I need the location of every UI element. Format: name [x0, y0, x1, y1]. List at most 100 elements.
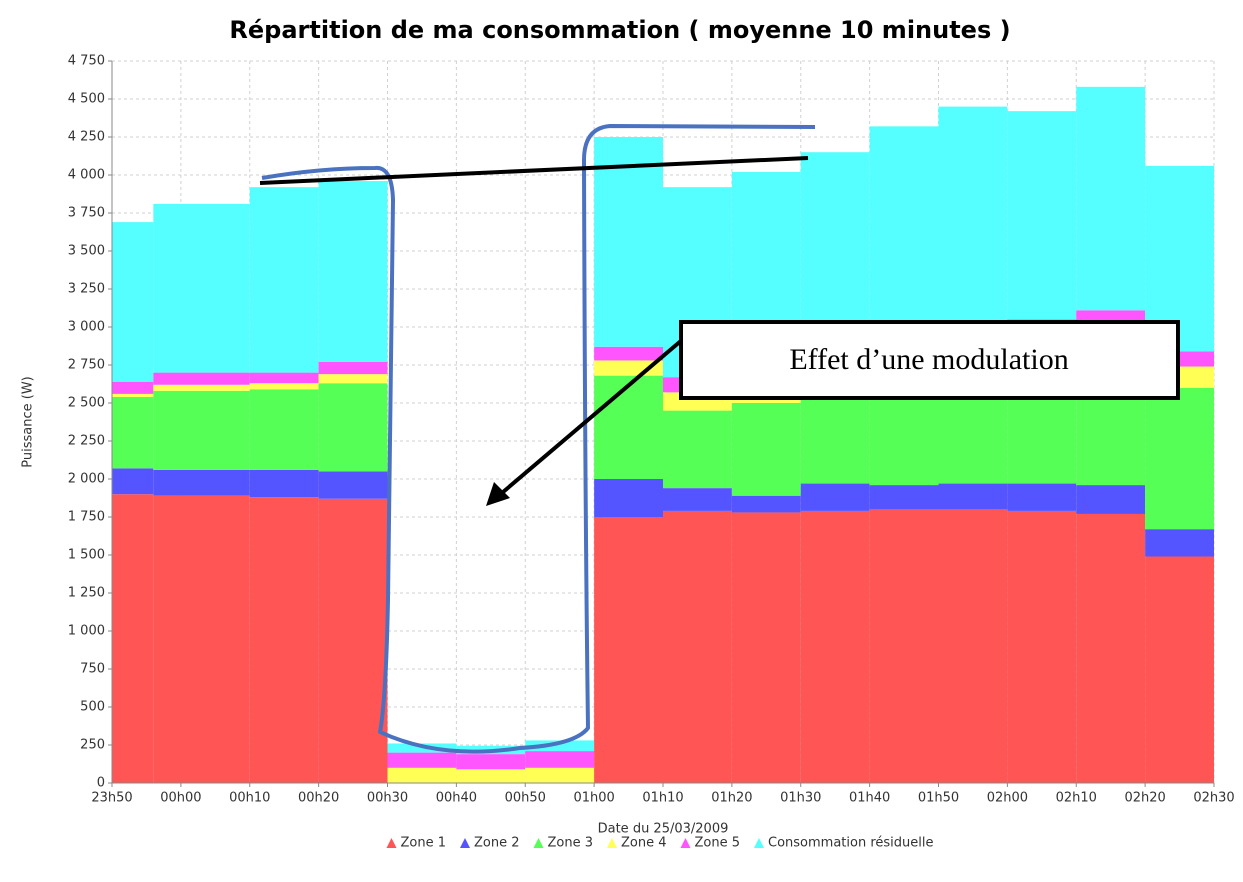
- area-segment: [938, 509, 1008, 783]
- y-tick-label: 1 000: [68, 624, 105, 639]
- black-line: [259, 156, 809, 185]
- legend-label: Zone 2: [474, 836, 520, 851]
- area-segment: [800, 392, 870, 484]
- area-segment: [594, 346, 663, 361]
- y-tick-label: 1 250: [68, 586, 105, 601]
- area-segment: [663, 510, 732, 783]
- x-tick-label: 02h10: [1056, 791, 1097, 806]
- area-segment: [249, 187, 319, 373]
- chart-title: Répartition de ma consommation ( moyenne…: [229, 16, 1010, 44]
- arrow-shaft: [494, 338, 684, 500]
- area-segment: [153, 203, 250, 373]
- area-segment: [249, 469, 319, 498]
- x-tick-label: 00h40: [436, 791, 477, 806]
- legend-swatch: [607, 838, 618, 848]
- x-tick-label: 23h50: [91, 791, 132, 806]
- area-segment: [387, 767, 457, 783]
- legend-swatch: [680, 838, 691, 848]
- area-segment: [938, 106, 1008, 361]
- area-segment: [869, 390, 939, 486]
- area-segment: [456, 754, 526, 770]
- x-tick-label: 00h00: [160, 791, 201, 806]
- y-axis-label: Puissance (W): [21, 376, 36, 468]
- area-segment: [112, 381, 154, 394]
- x-tick-label: 00h30: [367, 791, 408, 806]
- y-tick-label: 3 500: [68, 244, 105, 259]
- y-tick-label: 2 000: [68, 472, 105, 487]
- area-segment: [249, 389, 319, 470]
- x-tick-label: 00h50: [505, 791, 546, 806]
- area-segment: [731, 495, 801, 513]
- area-segment: [112, 393, 154, 397]
- area-segment: [869, 509, 939, 783]
- x-tick-label: 01h30: [780, 791, 821, 806]
- annotation-text: Effet d’une modulation: [789, 343, 1068, 376]
- area-segment: [938, 483, 1008, 510]
- x-tick-label: 01h10: [642, 791, 683, 806]
- area-segment: [594, 137, 663, 347]
- area-segment: [318, 361, 388, 375]
- y-tick-label: 4 750: [68, 54, 105, 69]
- area-segment: [318, 471, 388, 499]
- legend-label: Zone 1: [401, 836, 447, 851]
- y-tick-label: 4 000: [68, 168, 105, 183]
- y-tick-label: 2 500: [68, 396, 105, 411]
- plot-area: 0 250 500 750 1 000 1 250 1 500 1 750 2 000 2 250…: [68, 54, 1235, 806]
- area-segment: [112, 468, 154, 495]
- area-segment: [249, 497, 319, 783]
- area-segment: [1007, 510, 1077, 783]
- x-tick-label: 02h20: [1124, 791, 1165, 806]
- area-segment: [663, 488, 732, 511]
- legend-swatch: [754, 838, 765, 848]
- area-segment: [153, 469, 250, 496]
- y-tick-label: 1 750: [68, 510, 105, 525]
- area-segment: [525, 767, 595, 783]
- area-segment: [387, 752, 457, 768]
- area-segment: [731, 512, 801, 783]
- legend: Zone 1 Zone 2 Zone 3 Zone 4 Zone 5 Consommati…: [386, 836, 933, 851]
- legend-swatch: [386, 838, 397, 848]
- legend-swatch: [533, 838, 544, 848]
- area-segment: [456, 769, 526, 783]
- area-segment: [249, 372, 319, 384]
- x-axis-label: Date du 25/03/2009: [598, 822, 729, 837]
- area-segment: [318, 498, 388, 783]
- y-tick-label: 500: [80, 700, 105, 715]
- arrow-head: [486, 482, 510, 506]
- area-segment: [869, 485, 939, 510]
- area-segment: [731, 403, 801, 496]
- x-tick-label: 02h30: [1193, 791, 1234, 806]
- y-tick-label: 2 250: [68, 434, 105, 449]
- area-segment: [800, 510, 870, 783]
- annotation-layer: Effet d’une modulation: [259, 124, 1180, 754]
- x-tick-label: 01h40: [849, 791, 890, 806]
- legend-label: Consommation résiduelle: [768, 836, 933, 851]
- area-segment: [525, 740, 595, 752]
- y-tick-label: 3 250: [68, 282, 105, 297]
- y-tick-label: 750: [80, 662, 105, 677]
- legend-label: Zone 4: [621, 836, 667, 851]
- legend-label: Zone 3: [548, 836, 594, 851]
- area-segment: [112, 222, 154, 382]
- area-segment: [938, 387, 1008, 484]
- x-tick-label: 02h00: [987, 791, 1028, 806]
- y-tick-label: 0: [97, 776, 105, 791]
- x-tick-label: 00h10: [229, 791, 270, 806]
- area-segment: [594, 517, 663, 783]
- area-segment: [153, 384, 250, 391]
- y-tick-label: 250: [80, 738, 105, 753]
- y-tick-label: 4 500: [68, 92, 105, 107]
- area-segment: [1076, 485, 1146, 514]
- blue-outline: [261, 124, 816, 754]
- area-segment: [800, 483, 870, 511]
- area-segment: [1007, 483, 1077, 511]
- area-segment: [318, 374, 388, 384]
- y-tick-label: 2 750: [68, 358, 105, 373]
- legend-swatch: [460, 838, 471, 848]
- area-segment: [318, 181, 388, 362]
- area-segment: [112, 396, 154, 469]
- y-tick-label: 4 250: [68, 130, 105, 145]
- area-segment: [525, 751, 595, 768]
- area-segment: [153, 390, 250, 470]
